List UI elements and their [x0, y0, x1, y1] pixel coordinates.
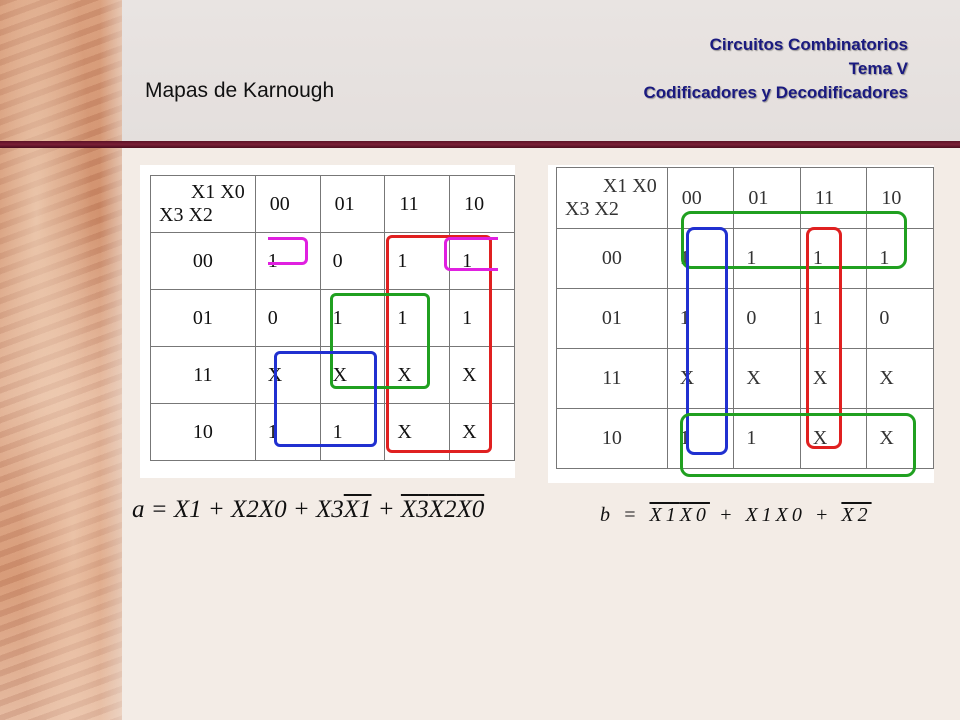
equation-b-plus: + — [805, 504, 842, 526]
equation-b-term-1b-negated: X0 — [679, 504, 710, 526]
kmap-a-cell: 0 — [319, 232, 386, 290]
kmap-a-row-header: 10 — [150, 403, 256, 461]
kmap-b-cell: X — [733, 348, 801, 409]
equation-b-term-3-negated: X2 — [841, 504, 872, 526]
kmap-b-column-header: 01 — [733, 167, 801, 229]
kmap-b-cell: 1 — [799, 288, 868, 349]
kmap-a-row-header: 11 — [150, 346, 256, 404]
equation-b-equals: = — [614, 504, 650, 526]
course-name: Circuitos Combinatorios — [709, 35, 908, 54]
equation-a-term-3a: X3 — [315, 496, 344, 523]
kmap-a-row-header: 00 — [150, 232, 256, 290]
kmap-b-cell: X — [866, 348, 934, 409]
kmap-b-cell: X — [799, 408, 868, 469]
kmap-b-column-variables: X1 X0 — [602, 175, 657, 197]
kmap-a-group-magenta-left — [268, 237, 308, 265]
equation-b-term-1a-negated: X1 — [649, 504, 680, 526]
kmap-a-cell: 1 — [254, 403, 321, 461]
header-divider-bar — [0, 141, 960, 148]
equation-a-term-3b-negated: X1 — [343, 496, 372, 523]
kmap-a-cell: 1 — [449, 289, 515, 347]
kmap-b-cell: 1 — [799, 228, 868, 289]
kmap-b-table: X1 X0 X3 X2 00 01 11 10 00 1 1 1 1 01 1 … — [556, 167, 934, 469]
kmap-a-row-variables: X3 X2 — [159, 204, 213, 226]
kmap-a-cell: 0 — [254, 289, 321, 347]
kmap-a-column-variables: X1 X0 — [190, 181, 245, 203]
equation-a: a = X1 + X2X0 + X3X1 + X3X2X0 — [132, 496, 484, 524]
kmap-b-row-header: 11 — [556, 348, 668, 409]
equation-b-term-2: X1X0 — [745, 504, 806, 526]
equation-a-term-2: X2X0 — [231, 496, 287, 523]
kmap-a-column-header: 00 — [254, 175, 321, 233]
course-info: Circuitos Combinatorios Tema V Codificad… — [643, 33, 908, 105]
kmap-a-panel: X1 X0 X3 X2 00 01 11 10 00 1 0 1 1 01 0 … — [140, 165, 515, 478]
kmap-a-group-blue — [274, 351, 377, 447]
kmap-a-group-green — [330, 293, 430, 389]
kmap-a-column-header: 10 — [449, 175, 515, 233]
kmap-a-cell: X — [449, 346, 515, 404]
kmap-b-cell: 1 — [866, 228, 934, 289]
kmap-b-cell: X — [799, 348, 868, 409]
equation-b-lhs: b — [600, 504, 614, 526]
kmap-b-column-header: 11 — [799, 167, 868, 229]
equation-a-lhs: a — [132, 496, 145, 523]
kmap-b-row-header: 10 — [556, 408, 668, 469]
kmap-b-cell: 1 — [666, 288, 735, 349]
kmap-b-group-blue — [686, 227, 728, 455]
page-title: Mapas de Karnough — [145, 79, 335, 102]
kmap-b-group-red — [806, 227, 842, 449]
equation-a-plus: + — [286, 496, 316, 523]
kmap-b-group-green-top — [681, 211, 907, 269]
topic-name: Tema V — [848, 59, 908, 78]
kmap-b-cell: X — [866, 408, 934, 469]
kmap-b-panel: X1 X0 X3 X2 00 01 11 10 00 1 1 1 1 01 1 … — [548, 165, 934, 483]
kmap-b-cell: 1 — [733, 408, 801, 469]
kmap-a-row-header: 01 — [150, 289, 256, 347]
kmap-b-row-header: 01 — [556, 288, 668, 349]
kmap-b-cell: 1 — [666, 408, 735, 469]
equation-a-equals: = — [144, 496, 174, 523]
kmap-a-group-magenta-right — [444, 237, 498, 271]
equation-a-term-4a-negated: X3 — [400, 496, 429, 523]
subtopic-name: Codificadores y Decodificadores — [643, 83, 908, 102]
equation-a-term-4b-negated: X2 — [428, 496, 457, 523]
kmap-a-column-header: 11 — [384, 175, 451, 233]
kmap-b-cell: 0 — [733, 288, 801, 349]
equation-b-plus: + — [709, 504, 746, 526]
kmap-b-group-green-bottom — [680, 413, 916, 477]
kmap-a-group-red — [386, 235, 492, 453]
kmap-a-corner: X1 X0 X3 X2 — [150, 175, 256, 233]
kmap-a-cell: X — [254, 346, 321, 404]
equation-a-plus: + — [371, 496, 401, 523]
kmap-b-row-header: 00 — [556, 228, 668, 289]
kmap-a-table: X1 X0 X3 X2 00 01 11 10 00 1 0 1 1 01 0 … — [150, 175, 515, 461]
equation-b: b = X1X0 + X1X0 + X2 — [600, 504, 872, 527]
kmap-b-cell: 0 — [866, 288, 934, 349]
kmap-b-corner: X1 X0 X3 X2 — [556, 167, 668, 229]
equation-a-term-1: X1 — [173, 496, 202, 523]
kmap-a-cell: 1 — [449, 232, 515, 290]
header-background — [122, 0, 960, 142]
equation-a-plus: + — [201, 496, 232, 523]
kmap-b-row-variables: X3 X2 — [565, 198, 619, 220]
kmap-a-column-header: 01 — [319, 175, 386, 233]
equation-a-term-4c-negated: X0 — [456, 496, 485, 523]
